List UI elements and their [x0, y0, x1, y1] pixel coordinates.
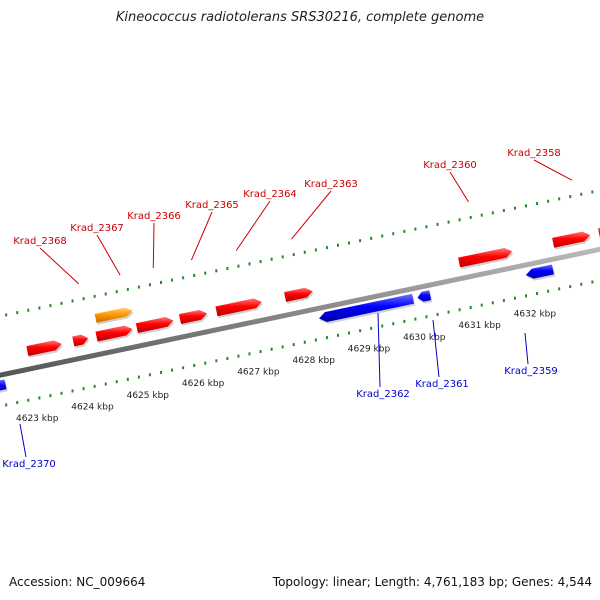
gene-label-top[interactable]: Krad_2358 — [507, 148, 561, 159]
reverse-gene-arrow[interactable] — [319, 293, 415, 322]
chromosome-backbone — [0, 246, 600, 378]
reverse-gene-arrow[interactable] — [417, 290, 432, 302]
accession-label: Accession: — [9, 575, 73, 589]
gene-label-bottom[interactable]: Krad_2361 — [415, 379, 469, 390]
gene-label-top[interactable]: Krad_2364 — [243, 189, 297, 200]
forward-gene-arrow[interactable] — [178, 309, 208, 324]
highlight-gene-arrow[interactable] — [94, 307, 133, 323]
forward-gene-arrow[interactable] — [135, 316, 174, 333]
accession-value: NC_009664 — [76, 575, 146, 589]
scale-ticks — [5, 190, 594, 407]
scale-label: 4632 kbp — [514, 310, 557, 320]
gene-label-top[interactable]: Krad_2363 — [304, 179, 358, 190]
gene-label-top[interactable]: Krad_2368 — [13, 236, 67, 247]
gene-label-top[interactable]: Krad_2360 — [423, 160, 477, 171]
leader-line — [449, 171, 469, 203]
reverse-gene-arrow[interactable] — [525, 264, 554, 279]
gene-track — [0, 227, 600, 393]
gene-label-bottom[interactable]: Krad_2359 — [504, 366, 558, 377]
reverse-gene-arrow[interactable] — [0, 379, 7, 393]
backbone-line — [0, 246, 600, 378]
scale-label: 4625 kbp — [127, 391, 170, 401]
gene-label-bottom[interactable]: Krad_2370 — [2, 459, 56, 470]
forward-gene-arrow[interactable] — [458, 247, 513, 268]
scale-label: 4629 kbp — [348, 344, 391, 354]
gene-label-top[interactable]: Krad_2366 — [127, 211, 181, 222]
gene-label-top[interactable]: Krad_2365 — [185, 200, 239, 211]
leader-line — [432, 319, 440, 378]
forward-gene-arrow[interactable] — [95, 325, 133, 342]
gene-label-bottom[interactable]: Krad_2362 — [356, 389, 410, 400]
gene-labels: 4623 kbp 4624 kbp 4625 kbp 4626 kbp 4627 kbp… — [2, 148, 573, 470]
forward-gene-arrow[interactable] — [552, 231, 591, 248]
leader-line — [235, 200, 271, 251]
genes-label: Genes: — [511, 575, 554, 589]
leader-line — [39, 247, 79, 285]
leader-line — [19, 423, 27, 458]
topology-label: Topology: — [272, 575, 329, 589]
leader-line — [291, 190, 332, 240]
genome-summary: Topology: linear; Length: 4,761,183 bp; … — [272, 575, 592, 589]
scale-label: 4631 kbp — [458, 321, 501, 331]
forward-gene-arrow[interactable] — [284, 287, 313, 302]
leader-line — [190, 211, 213, 261]
scale-label: 4626 kbp — [182, 379, 225, 389]
forward-gene-arrow[interactable] — [26, 340, 62, 356]
scale-label: 4623 kbp — [16, 414, 59, 424]
leader-line — [533, 159, 573, 181]
leader-line — [524, 332, 529, 365]
forward-gene-arrow[interactable] — [215, 298, 262, 317]
forward-gene-arrow[interactable] — [72, 334, 89, 347]
length-label: Length: — [374, 575, 421, 589]
genes-value: 4,544 — [557, 575, 592, 589]
leader-line — [152, 222, 155, 269]
scale-label: 4627 kbp — [237, 368, 280, 378]
page-title: Kineococcus radiotolerans SRS30216, comp… — [115, 10, 485, 25]
scale-label: 4628 kbp — [293, 356, 336, 366]
topology-value: linear — [332, 575, 367, 589]
forward-gene-arrow[interactable] — [597, 227, 600, 238]
scale-label: 4630 kbp — [403, 333, 446, 343]
leader-line — [377, 312, 381, 388]
gene-label-top[interactable]: Krad_2367 — [70, 223, 124, 234]
scale-label: 4624 kbp — [71, 402, 114, 412]
accession-info: Accession: NC_009664 — [9, 575, 145, 589]
length-value: 4,761,183 bp — [423, 575, 504, 589]
leader-line — [96, 234, 121, 276]
